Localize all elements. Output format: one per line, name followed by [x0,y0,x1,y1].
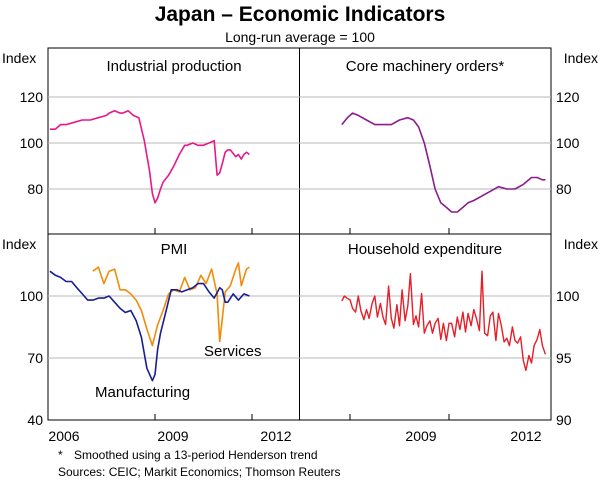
chart-title: Japan – Economic Indicators [155,3,446,26]
right-tick-label-top-80: 80 [556,181,572,197]
axis-label-bottom-left: Index [2,236,36,252]
axis-label-bottom-right: Index [564,236,598,252]
left-tick-label-bottom-70: 70 [27,350,43,366]
x-tick-label-2009-left: 2009 [157,428,188,444]
x-tick-marks [47,228,450,420]
left-tick-label-top-80: 80 [27,181,43,197]
series-label-services: Services [204,343,262,360]
right-tick-label-bottom-100: 100 [556,288,580,304]
series-line-services [92,262,250,347]
sources-text: Sources: CEIC; Markit Economics; Thomson… [58,465,341,479]
panel-title-pmi: PMI [161,241,188,258]
left-tick-label-bottom-40: 40 [27,412,43,428]
left-tick-label-top-120: 120 [20,89,44,105]
series-label-manufacturing: Manufacturing [95,384,190,401]
series-line-household-expenditure [341,270,547,372]
axis-label-top-right: Index [564,50,598,66]
x-tick-label-2012-right: 2012 [510,428,541,444]
left-tick-label-top-100: 100 [20,135,44,151]
right-tick-label-bottom-90: 90 [556,412,572,428]
axis-label-top-left: Index [2,50,36,66]
right-tick-label-top-120: 120 [556,89,580,105]
panel-title-industrial-production: Industrial production [106,58,241,75]
x-tick-label-2006: 2006 [48,428,79,444]
series-line-industrial-production [49,110,250,204]
right-tick-label-bottom-95: 95 [556,350,572,366]
x-tick-label-2009-right: 2009 [405,428,436,444]
footnote-marker: * [58,448,63,462]
chart-subtitle: Long-run average = 100 [225,29,375,45]
series-line-core-machinery-orders [341,112,546,213]
footnote-text: Smoothed using a 13-period Henderson tre… [74,448,318,462]
series-line-manufacturing [49,270,250,382]
left-tick-label-bottom-100: 100 [20,288,44,304]
panel-title-core-machinery-orders: Core machinery orders* [346,58,505,75]
x-tick-label-2012-left: 2012 [260,428,291,444]
right-tick-label-top-100: 100 [556,135,580,151]
panel-title-household-expenditure: Household expenditure [348,241,502,258]
